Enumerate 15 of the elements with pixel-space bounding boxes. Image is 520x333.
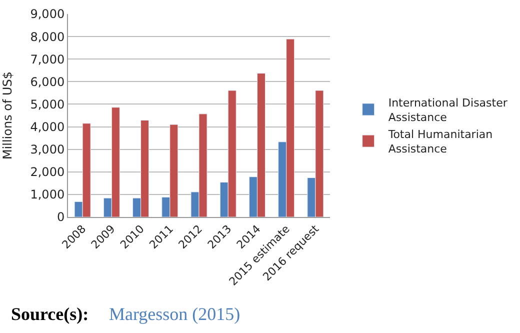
y-tick-label: 7,000 xyxy=(30,52,65,66)
y-tick-label: 3,000 xyxy=(30,142,65,157)
y-axis-title: Millions of US$ xyxy=(0,71,15,160)
text: Margesson (2015) xyxy=(109,304,240,324)
y-tick-label: 4,000 xyxy=(30,120,65,134)
y-tick-label: 9,000 xyxy=(30,7,65,22)
source-note: Source(s): xyxy=(11,304,89,324)
y-tick-label: 1,000 xyxy=(30,188,65,202)
legend-label: Total Humanitarian Assistance xyxy=(387,128,493,156)
y-tick-label: 8,000 xyxy=(30,30,65,44)
y-tick-label: 6,000 xyxy=(30,74,65,89)
y-tick-label: 0 xyxy=(56,210,65,224)
y-tick-label: 5,000 xyxy=(30,97,65,112)
legend-label: International Disaster Assistance xyxy=(388,96,508,124)
y-tick-label: 2,000 xyxy=(30,165,65,180)
